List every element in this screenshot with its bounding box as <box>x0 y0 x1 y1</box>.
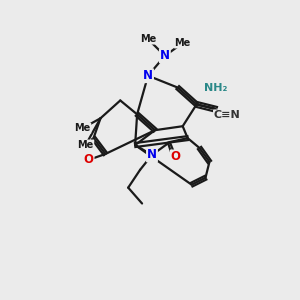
Text: Me: Me <box>175 38 191 48</box>
Text: Me: Me <box>77 140 94 150</box>
Text: C≡N: C≡N <box>214 110 241 120</box>
Text: N: N <box>147 148 157 161</box>
Text: O: O <box>84 153 94 167</box>
Text: NH₂: NH₂ <box>204 82 227 93</box>
Text: Me: Me <box>140 34 156 44</box>
Text: O: O <box>171 150 181 164</box>
Text: N: N <box>143 69 153 82</box>
Text: N: N <box>160 50 170 62</box>
Text: Me: Me <box>74 123 91 133</box>
